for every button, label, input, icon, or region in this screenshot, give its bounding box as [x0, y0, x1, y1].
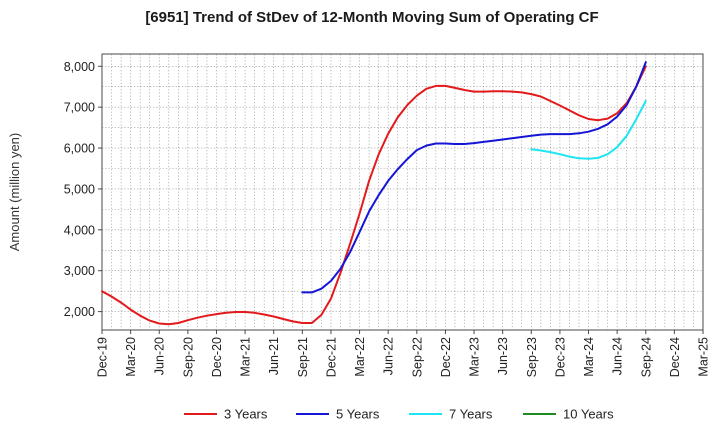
x-tick-label: Sep-23 — [525, 337, 539, 377]
legend-label: 3 Years — [224, 407, 268, 422]
series-line-3-years — [101, 65, 647, 326]
legend-label: 10 Years — [563, 407, 614, 422]
chart-title: [6951] Trend of StDev of 12-Month Moving… — [145, 9, 598, 26]
plot-frame — [101, 53, 704, 331]
x-tick-label: Jun-24 — [611, 337, 625, 375]
y-axis-ticks: 2,000 3,000 4,000 5,000 6,000 7,000 8,000 — [64, 60, 102, 319]
grid — [101, 54, 704, 330]
x-axis-ticks: Dec-19 Mar-20 Jun-20 Sep-20 Dec-20 Mar-21 Jun-… — [96, 330, 711, 377]
x-tick-label: Dec-23 — [553, 337, 567, 377]
x-tick-label: Mar-23 — [468, 337, 482, 377]
x-tick-label: Jun-21 — [267, 337, 281, 375]
y-tick-label: 3,000 — [64, 264, 95, 278]
x-tick-label: Mar-24 — [582, 337, 596, 377]
x-tick-label: Jun-20 — [153, 337, 167, 375]
y-tick-label: 2,000 — [64, 305, 95, 319]
x-tick-label: Sep-24 — [639, 337, 653, 377]
x-tick-label: Dec-20 — [210, 337, 224, 377]
x-tick-label: Dec-22 — [439, 337, 453, 377]
series-group — [101, 61, 647, 326]
x-tick-label: Sep-21 — [296, 337, 310, 377]
series-line-7-years — [530, 100, 647, 160]
x-tick-label: Sep-20 — [181, 337, 195, 377]
y-tick-label: 5,000 — [64, 182, 95, 196]
x-tick-label: Sep-22 — [410, 337, 424, 377]
y-tick-label: 6,000 — [64, 142, 95, 156]
y-tick-label: 8,000 — [64, 60, 95, 74]
x-tick-label: Mar-21 — [239, 337, 253, 377]
x-tick-label: Jun-22 — [382, 337, 396, 375]
x-tick-label: Jun-23 — [496, 337, 510, 375]
legend-label: 7 Years — [449, 407, 493, 422]
x-tick-label: Dec-24 — [668, 337, 682, 377]
x-tick-label: Mar-22 — [353, 337, 367, 377]
series-line-5-years — [301, 61, 647, 294]
y-tick-label: 4,000 — [64, 223, 95, 237]
x-tick-label: Dec-21 — [324, 337, 338, 377]
y-axis-label: Amount (million yen) — [7, 133, 22, 252]
x-tick-label: Mar-20 — [124, 337, 138, 377]
x-tick-label: Mar-25 — [697, 337, 711, 377]
legend-label: 5 Years — [336, 407, 380, 422]
legend: 3 Years 5 Years 7 Years 10 Years — [184, 407, 614, 422]
x-tick-label: Dec-19 — [96, 337, 110, 377]
y-tick-label: 7,000 — [64, 101, 95, 115]
